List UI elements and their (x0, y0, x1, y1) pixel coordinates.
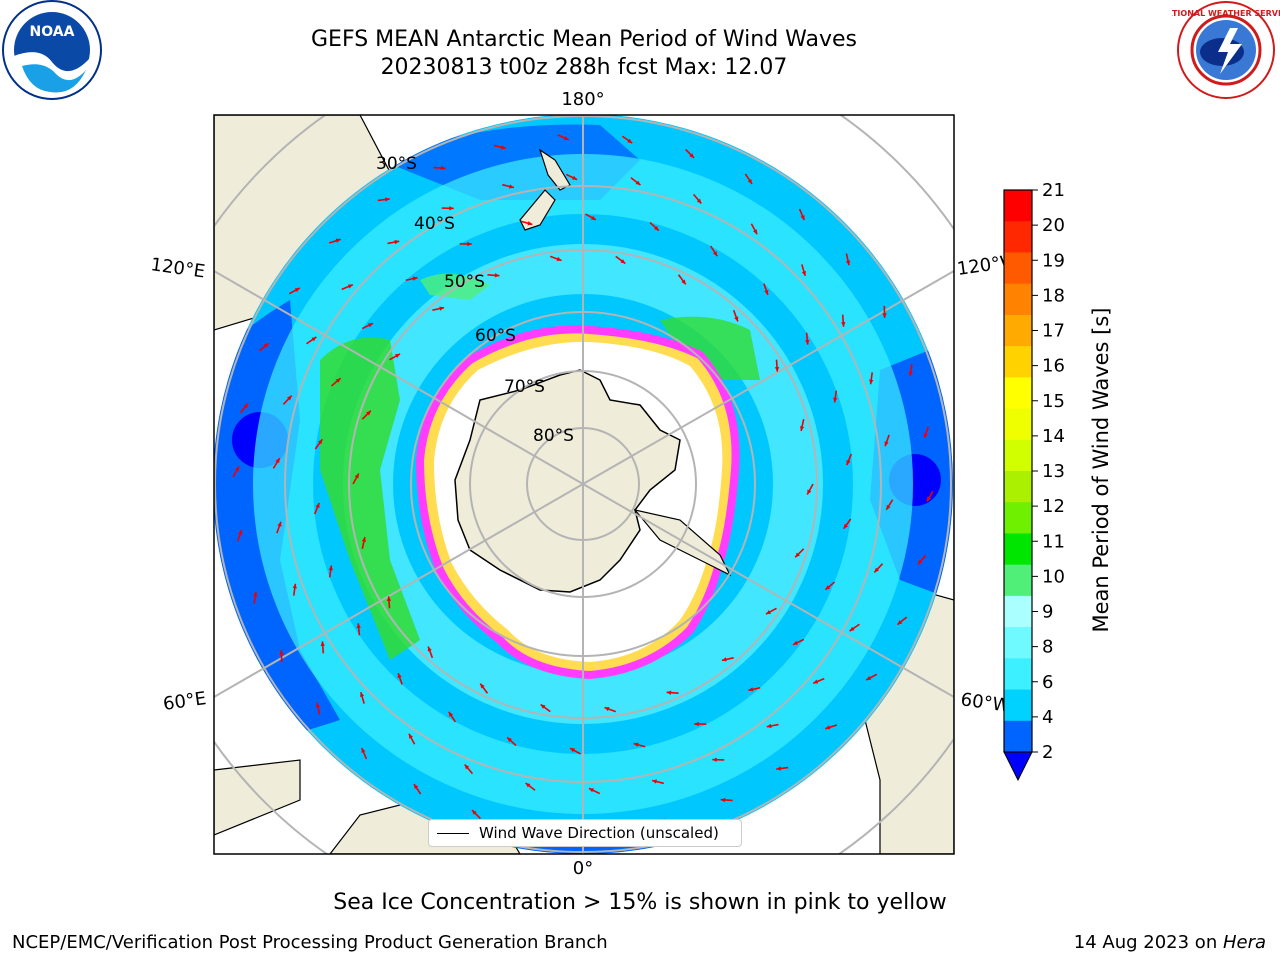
lon-label-0: 0° (573, 858, 593, 879)
colorbar-tick-label: 11 (1042, 531, 1065, 552)
colorbar-cell (1004, 471, 1032, 503)
legend-line-sample (437, 833, 469, 834)
colorbar-cell (1004, 377, 1032, 409)
colorbar-tick-label: 4 (1042, 707, 1053, 728)
colorbar-cell (1004, 440, 1032, 472)
footer-date: 14 Aug 2023 on Hera (1074, 932, 1266, 953)
colorbar-cell (1004, 346, 1032, 378)
lat-label-80s: 80°S (533, 426, 574, 446)
colorbar-tick-label: 2 (1042, 742, 1053, 763)
colorbar-cell (1004, 221, 1032, 253)
colorbar-tick-label: 13 (1042, 461, 1065, 482)
colorbar-tick-label: 8 (1042, 637, 1053, 658)
footer-host: Hera (1223, 932, 1266, 953)
colorbar-cell (1004, 409, 1032, 441)
colorbar-tick-label: 6 (1042, 672, 1053, 693)
colorbar-tick-label: 9 (1042, 602, 1053, 623)
colorbar-cell (1004, 721, 1032, 753)
footer-branch: NCEP/EMC/Verification Post Processing Pr… (12, 932, 608, 953)
colorbar-cell (1004, 502, 1032, 534)
colorbar-tick-label: 19 (1042, 250, 1065, 271)
lon-label-60e: 60°E (162, 688, 208, 715)
lon-label-120e: 120°E (149, 254, 206, 282)
colorbar-tick-label: 17 (1042, 321, 1065, 342)
colorbar-cell (1004, 596, 1032, 628)
colorbar-cell (1004, 627, 1032, 659)
colorbar-cell (1004, 658, 1032, 690)
colorbar-cell (1004, 533, 1032, 565)
colorbar-tick-label: 16 (1042, 356, 1065, 377)
map-legend: Wind Wave Direction (unscaled) (428, 819, 742, 847)
colorbar-cell (1004, 690, 1032, 722)
colorbar-tick-label: 12 (1042, 496, 1065, 517)
colorbar-extend-min (1004, 752, 1032, 780)
lat-label-40s: 40°S (414, 214, 455, 234)
colorbar-cell (1004, 252, 1032, 284)
colorbar: 21 20 19 18 17 16 15 14 13 12 11 10 9 8 6 4 2 Mean Perio… (990, 180, 1180, 800)
colorbar-tick-label: 21 (1042, 180, 1065, 201)
colorbar-cell (1004, 315, 1032, 347)
colorbar-cell (1004, 565, 1032, 597)
colorbar-label: Mean Period of Wind Waves [s] (1089, 308, 1113, 633)
lat-label-70s: 70°S (504, 377, 545, 397)
legend-label: Wind Wave Direction (unscaled) (479, 824, 719, 842)
lat-label-60s: 60°S (475, 326, 516, 346)
colorbar-tick-label: 10 (1042, 566, 1065, 587)
lon-label-180: 180° (561, 89, 604, 110)
colorbar-tick-label: 18 (1042, 285, 1065, 306)
lat-label-30s: 30°S (376, 154, 417, 174)
colorbar-tick-label: 15 (1042, 391, 1065, 412)
colorbar-cell (1004, 190, 1032, 222)
lat-label-50s: 50°S (444, 272, 485, 292)
sea-ice-note: Sea Ice Concentration > 15% is shown in … (0, 890, 1280, 915)
footer-date-text: 14 Aug 2023 on (1074, 932, 1223, 953)
colorbar-cell (1004, 284, 1032, 316)
colorbar-tick-label: 14 (1042, 426, 1065, 447)
colorbar-tick-label: 20 (1042, 215, 1065, 236)
